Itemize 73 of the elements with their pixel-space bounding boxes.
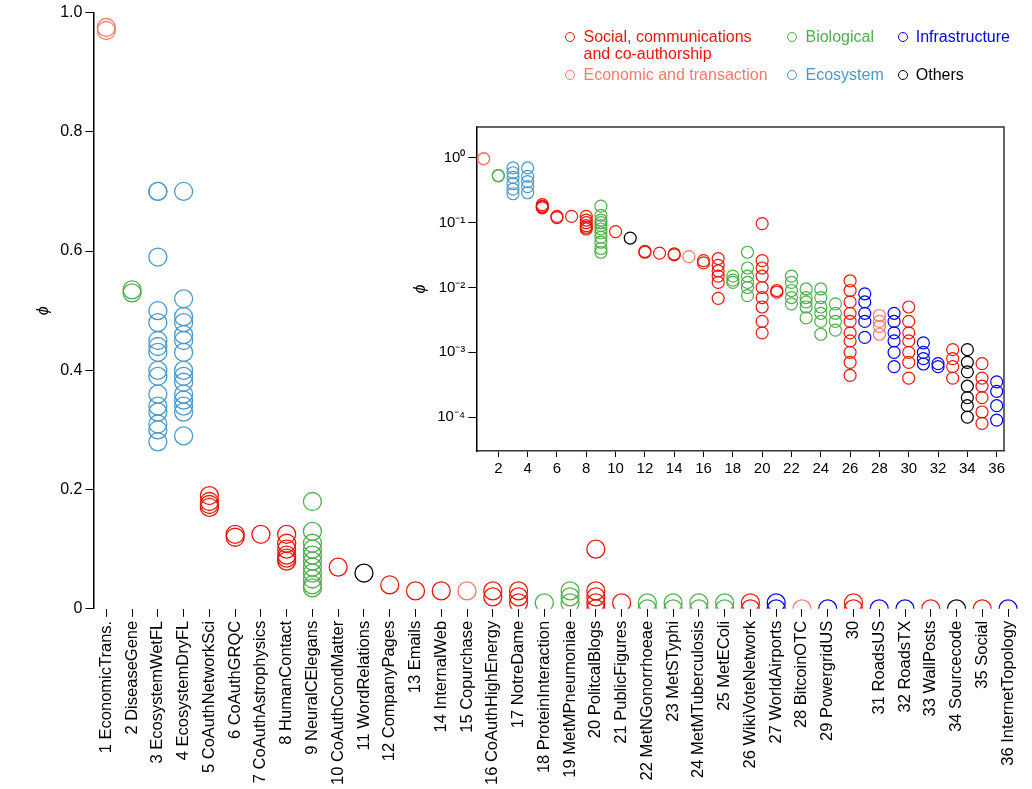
x-tick-label: 28 BitcoinOTC: [791, 620, 810, 729]
x-tick-label: 20: [753, 459, 771, 477]
x-tick-label: 16: [695, 459, 712, 477]
legend-label: Infrastructure: [915, 28, 1010, 45]
x-tick-label: 24 MetMTuberculosis: [688, 620, 707, 778]
x-tick-label: 9 NeuralCElegans: [301, 620, 320, 755]
x-tick-label: 31 RoadsUS: [868, 620, 887, 715]
x-tick-label: 30: [900, 459, 918, 477]
y-tick-label: 0.6: [60, 241, 83, 259]
x-tick-label: 8 HumanContact: [276, 620, 295, 745]
x-tick-label: 6 CoAuthGRQC: [224, 620, 243, 740]
x-tick-label: 14 InternalWeb: [430, 620, 449, 733]
legend-label: Others: [915, 66, 964, 83]
x-tick-label: 13 Emails: [405, 620, 424, 694]
y-tick-label: 10⁻⁴: [437, 407, 466, 425]
x-tick-label: 16 CoAuthHighEnergy: [482, 620, 501, 785]
x-tick-label: 7 CoAuthAstrophysics: [250, 620, 269, 784]
x-tick-label: 1 EconomicTrans.: [95, 620, 114, 754]
x-tick-label: 36 InternetTopology: [997, 620, 1016, 766]
x-tick-label: 26: [841, 459, 859, 477]
y-tick-label: 10⁻³: [438, 342, 466, 360]
x-tick-label: 6: [552, 459, 562, 477]
x-tick-label: 32 RoadsTX: [894, 620, 913, 713]
x-tick-label: 17 NotreDame: [508, 620, 527, 729]
x-tick-label: 35 Social: [971, 620, 990, 689]
x-tick-label: 11 WordRelations: [353, 620, 372, 751]
x-tick-label: 19 MetMPneumoniae: [559, 620, 578, 778]
x-tick-label: 34: [959, 459, 976, 477]
x-tick-label: 32: [929, 459, 947, 477]
x-tick-label: 22 MetNGonorrhoeae: [636, 620, 655, 781]
x-tick-label: 30: [843, 620, 862, 640]
x-tick-label: 33 WallPosts: [920, 620, 939, 717]
x-tick-label: 29 PowergridUS: [817, 620, 836, 741]
x-tick-label: 20 PolitcalBlogs: [585, 620, 604, 739]
x-tick-label: 18: [724, 459, 742, 477]
x-tick-label: 8: [582, 459, 591, 477]
x-tick-label: 10 CoAuthCondMatter: [327, 620, 346, 785]
x-tick-label: 28: [871, 459, 888, 477]
x-tick-label: 12: [636, 459, 654, 477]
y-axis-title: ϕ: [34, 306, 52, 316]
y-tick-label: 0.4: [60, 360, 83, 378]
x-tick-label: 14: [665, 459, 683, 477]
x-tick-label: 22: [783, 459, 800, 477]
x-tick-label: 2 DiseaseGene: [121, 620, 140, 735]
x-tick-label: 34 Sourcecode: [946, 620, 965, 732]
y-tick-label: 10⁻¹: [438, 212, 466, 230]
y-tick-label: 0.2: [60, 479, 83, 497]
y-axis-title: ϕ: [411, 284, 429, 294]
y-tick-label: 1.0: [60, 3, 83, 21]
x-tick-label: 4 EcosystemDryFL: [173, 620, 192, 761]
x-tick-label: 23 MetSTyphi: [662, 620, 681, 722]
y-tick-label: 10⁻²: [438, 277, 466, 295]
y-tick-label: 0.8: [60, 122, 83, 140]
x-tick-label: 15 Copurchase: [456, 620, 475, 733]
legend-label: Biological: [805, 28, 874, 45]
legend-label: Ecosystem: [805, 66, 884, 83]
x-tick-label: 4: [523, 459, 532, 477]
x-tick-label: 24: [812, 459, 830, 477]
x-tick-label: 26 WikiVoteNetwork: [739, 620, 758, 769]
x-tick-label: 5 CoAuthNetworkSci: [198, 620, 217, 774]
x-tick-label: 12 CompanyPages: [379, 620, 398, 762]
x-tick-label: 18 ProteinInteraction: [533, 620, 552, 774]
legend-label: Economic and transaction: [583, 66, 768, 83]
x-tick-label: 2: [494, 459, 503, 477]
x-tick-label: 10: [607, 459, 624, 477]
legend-label: Social, communications and co-authorship: [583, 28, 753, 62]
x-tick-label: 3 EcosystemWetFL: [147, 620, 166, 764]
x-tick-label: 25 MetEColi: [714, 620, 733, 711]
y-tick-label: 0: [73, 599, 83, 617]
y-tick-label: 10⁰: [443, 148, 466, 166]
x-tick-label: 21 PublicFigures: [611, 620, 630, 744]
x-tick-label: 36: [988, 459, 1006, 477]
x-tick-label: 27 WorldAirports: [765, 620, 784, 744]
